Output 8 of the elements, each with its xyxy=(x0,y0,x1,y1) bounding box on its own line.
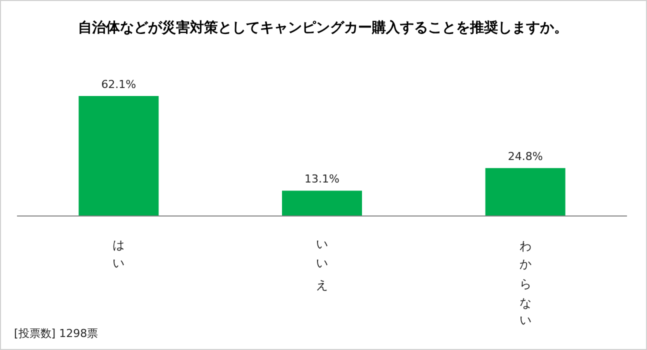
data-label: 62.1% xyxy=(101,78,136,91)
data-label: 13.1% xyxy=(304,172,340,186)
text: [投票数] 1298票 xyxy=(14,327,98,340)
chart-title: 自治体などが災害対策としてキャンピングカー購入することを推奨しますか。 xyxy=(78,19,568,36)
x-tick-label: いいえ xyxy=(315,232,329,291)
x-tick-label: はい xyxy=(112,232,126,270)
x-tick-label: わからない xyxy=(518,232,532,327)
data-label: 24.8% xyxy=(508,150,543,164)
